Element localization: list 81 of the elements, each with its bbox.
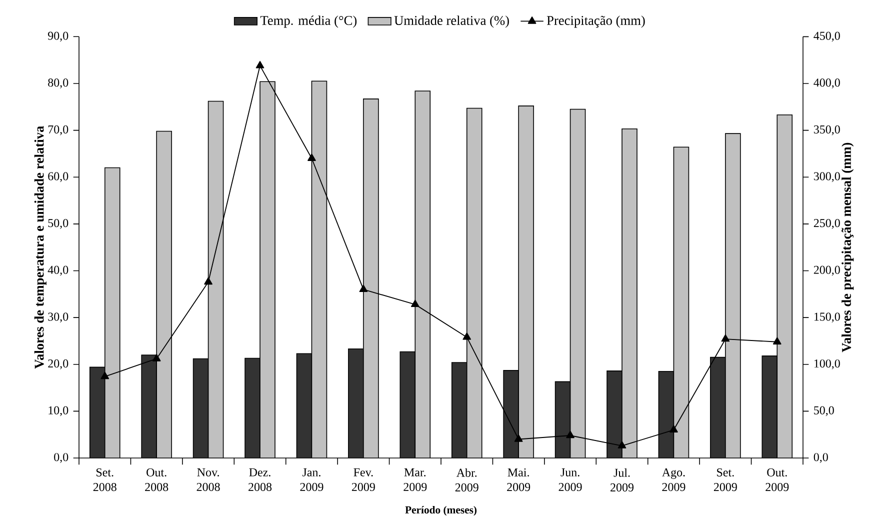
point <box>308 154 316 161</box>
bar <box>400 352 416 458</box>
x-tick-label: Jun. 2009 <box>558 468 582 492</box>
bar <box>193 358 208 458</box>
x-tick-label: Set. 2008 <box>93 468 116 492</box>
x-tick-label: Dez. 2008 <box>248 468 272 492</box>
point <box>410 300 420 308</box>
point <box>721 334 730 342</box>
legend-label: Temp. média (°C) <box>260 16 357 28</box>
bar <box>776 114 793 458</box>
x-tick-label: Mai. 2009 <box>507 468 530 492</box>
bar <box>312 81 327 458</box>
point <box>204 277 212 285</box>
x-tick-label: Out. 2009 <box>766 468 789 492</box>
y2-tick-label: 50,0 <box>814 406 834 416</box>
y2-tick-label: 150,0 <box>814 312 840 322</box>
bar <box>296 354 312 458</box>
legend-label: Umidade relativa (%) <box>394 16 509 28</box>
y-tick-label: 80,0 <box>48 78 68 88</box>
x-tick-label: Ago. 2009 <box>662 468 686 492</box>
point <box>566 430 574 438</box>
y-tick-label: 20,0 <box>48 359 68 370</box>
point <box>462 332 472 340</box>
bar <box>104 168 120 458</box>
bar <box>607 370 622 458</box>
bar <box>142 354 157 458</box>
bar <box>518 106 534 458</box>
bar <box>570 109 586 458</box>
bar <box>208 101 224 458</box>
bar <box>90 367 105 458</box>
point <box>618 441 626 448</box>
x-tick-label: Set. 2009 <box>714 468 737 492</box>
x-axis-title: Período (meses) <box>405 506 477 516</box>
point <box>100 372 110 380</box>
x-tick-label: Mar. 2009 <box>404 468 427 492</box>
x-tick-label: Fev. 2009 <box>352 468 375 492</box>
bar <box>658 371 674 458</box>
x-tick-label: Abr. 2009 <box>455 468 478 492</box>
bar <box>363 98 378 458</box>
point <box>670 425 678 432</box>
y2-tick-label: 0,0 <box>814 453 828 463</box>
y-axis-title: Valores de temperatura e umidade relativa <box>34 126 46 369</box>
bar <box>245 358 260 458</box>
y-tick-label: 30,0 <box>48 312 68 322</box>
bar <box>452 362 467 458</box>
bar <box>260 82 275 458</box>
y2-tick-label: 400,0 <box>814 78 840 88</box>
y2-tick-label: 250,0 <box>814 219 840 229</box>
y2-tick-label: 450,0 <box>814 32 840 42</box>
point <box>772 337 782 344</box>
bar <box>156 131 172 458</box>
bar <box>725 134 740 458</box>
bar <box>555 382 570 458</box>
bar <box>710 357 726 458</box>
bar <box>466 108 482 458</box>
bar <box>674 147 689 458</box>
point <box>152 354 161 362</box>
bar <box>622 128 637 458</box>
x-tick-label: Nov. 2008 <box>196 468 220 492</box>
x-tick-label: Jul. 2009 <box>610 468 634 492</box>
bar <box>415 90 430 458</box>
y2-tick-label: 100,0 <box>814 359 840 370</box>
point <box>256 60 264 68</box>
x-tick-label: Out. 2008 <box>145 468 168 492</box>
y-tick-label: 70,0 <box>48 125 68 136</box>
y2-tick-label: 300,0 <box>814 172 840 182</box>
y-tick-label: 10,0 <box>48 406 68 416</box>
x-tick-label: Jan. 2009 <box>300 468 324 492</box>
y2-axis-title: Valores de precipitação mensal (mm) <box>842 142 854 352</box>
y2-tick-label: 350,0 <box>814 125 840 136</box>
y-tick-label: 50,0 <box>48 218 68 229</box>
y-tick-label: 90,0 <box>48 32 68 42</box>
legend-label: Precipitação (mm) <box>546 16 645 28</box>
y-tick-label: 60,0 <box>48 172 68 182</box>
point <box>359 284 368 292</box>
y2-tick-label: 200,0 <box>814 266 840 276</box>
y-tick-label: 0,0 <box>54 453 68 463</box>
bar <box>348 348 364 458</box>
y-tick-label: 40,0 <box>48 266 68 276</box>
point <box>514 434 523 442</box>
bar <box>762 356 778 458</box>
